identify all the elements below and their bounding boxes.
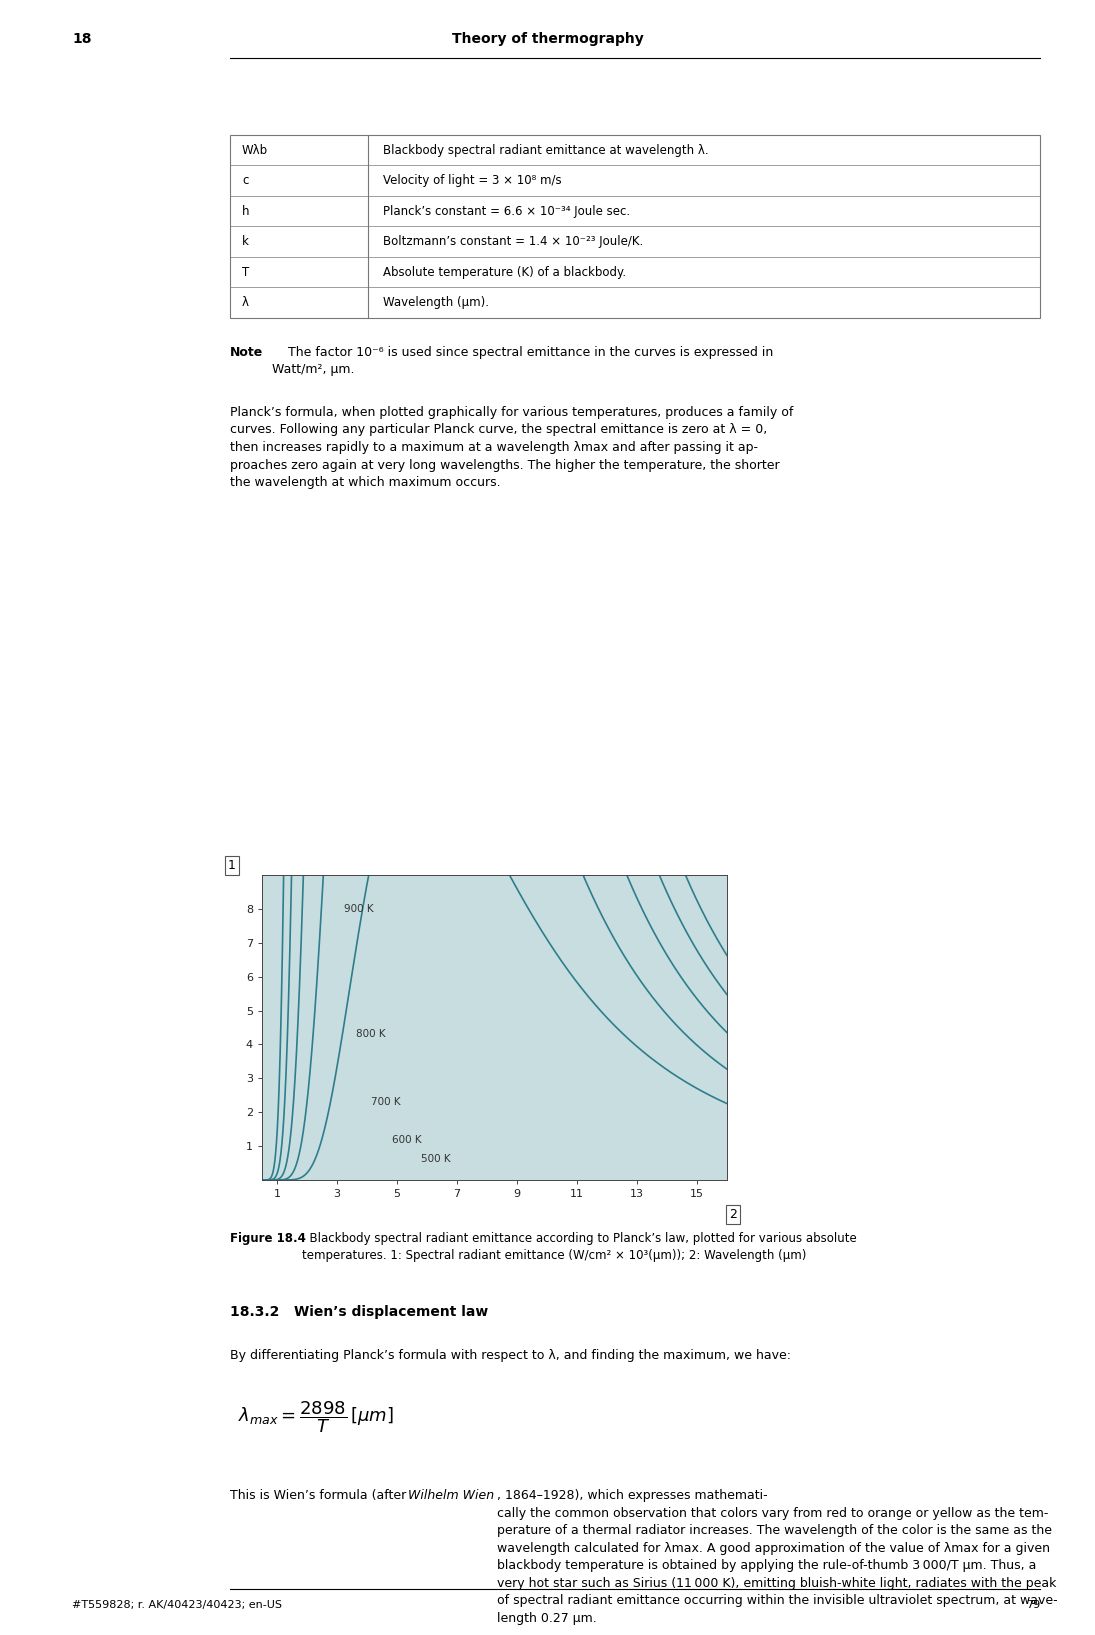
Text: λ: λ (242, 296, 249, 309)
Text: Absolute temperature (K) of a blackbody.: Absolute temperature (K) of a blackbody. (383, 267, 626, 278)
Text: k: k (242, 235, 249, 249)
Text: Blackbody spectral radiant emittance at wavelength λ.: Blackbody spectral radiant emittance at … (383, 144, 708, 157)
Text: This is Wien’s formula (after: This is Wien’s formula (after (230, 1489, 411, 1503)
Text: Note: Note (230, 347, 263, 360)
Text: c: c (242, 175, 249, 188)
Text: Planck’s constant = 6.6 × 10⁻³⁴ Joule sec.: Planck’s constant = 6.6 × 10⁻³⁴ Joule se… (383, 204, 630, 217)
Text: $\lambda_{max} = \dfrac{2898}{T}\,[\mu m]$: $\lambda_{max} = \dfrac{2898}{T}\,[\mu m… (238, 1400, 394, 1436)
Text: 800 K: 800 K (356, 1030, 385, 1040)
Text: , 1864–1928), which expresses mathemati-
cally the common observation that color: , 1864–1928), which expresses mathemati-… (497, 1489, 1058, 1625)
Text: Boltzmann’s constant = 1.4 × 10⁻²³ Joule/K.: Boltzmann’s constant = 1.4 × 10⁻²³ Joule… (383, 235, 643, 249)
Text: Wavelength (μm).: Wavelength (μm). (383, 296, 489, 309)
Text: 18: 18 (72, 33, 92, 46)
Text: The factor 10⁻⁶ is used since spectral emittance in the curves is expressed in
W: The factor 10⁻⁶ is used since spectral e… (272, 347, 773, 376)
Text: 79: 79 (1026, 1601, 1040, 1610)
Text: Wλb: Wλb (242, 144, 268, 157)
Text: #T559828; r. AK/40423/40423; en-US: #T559828; r. AK/40423/40423; en-US (72, 1601, 283, 1610)
Text: 600 K: 600 K (392, 1135, 422, 1146)
Text: By differentiating Planck’s formula with respect to λ, and finding the maximum, : By differentiating Planck’s formula with… (230, 1349, 791, 1362)
Text: 2: 2 (729, 1208, 737, 1221)
Text: 700 K: 700 K (371, 1097, 401, 1107)
Text: Wilhelm Wien: Wilhelm Wien (407, 1489, 494, 1503)
Text: Blackbody spectral radiant emittance according to Planck’s law, plotted for vari: Blackbody spectral radiant emittance acc… (302, 1233, 856, 1262)
Text: Figure 18.4: Figure 18.4 (230, 1233, 306, 1244)
Text: Theory of thermography: Theory of thermography (451, 33, 644, 46)
Text: 900 K: 900 K (344, 904, 373, 914)
Text: 500 K: 500 K (420, 1154, 451, 1164)
Text: 1: 1 (228, 858, 235, 871)
Text: 18.3.2   Wien’s displacement law: 18.3.2 Wien’s displacement law (230, 1305, 488, 1319)
Text: Velocity of light = 3 × 10⁸ m/s: Velocity of light = 3 × 10⁸ m/s (383, 175, 562, 188)
Text: T: T (242, 267, 250, 278)
Text: h: h (242, 204, 250, 217)
Text: Planck’s formula, when plotted graphically for various temperatures, produces a : Planck’s formula, when plotted graphical… (230, 405, 794, 489)
Bar (230, 136, 1040, 317)
